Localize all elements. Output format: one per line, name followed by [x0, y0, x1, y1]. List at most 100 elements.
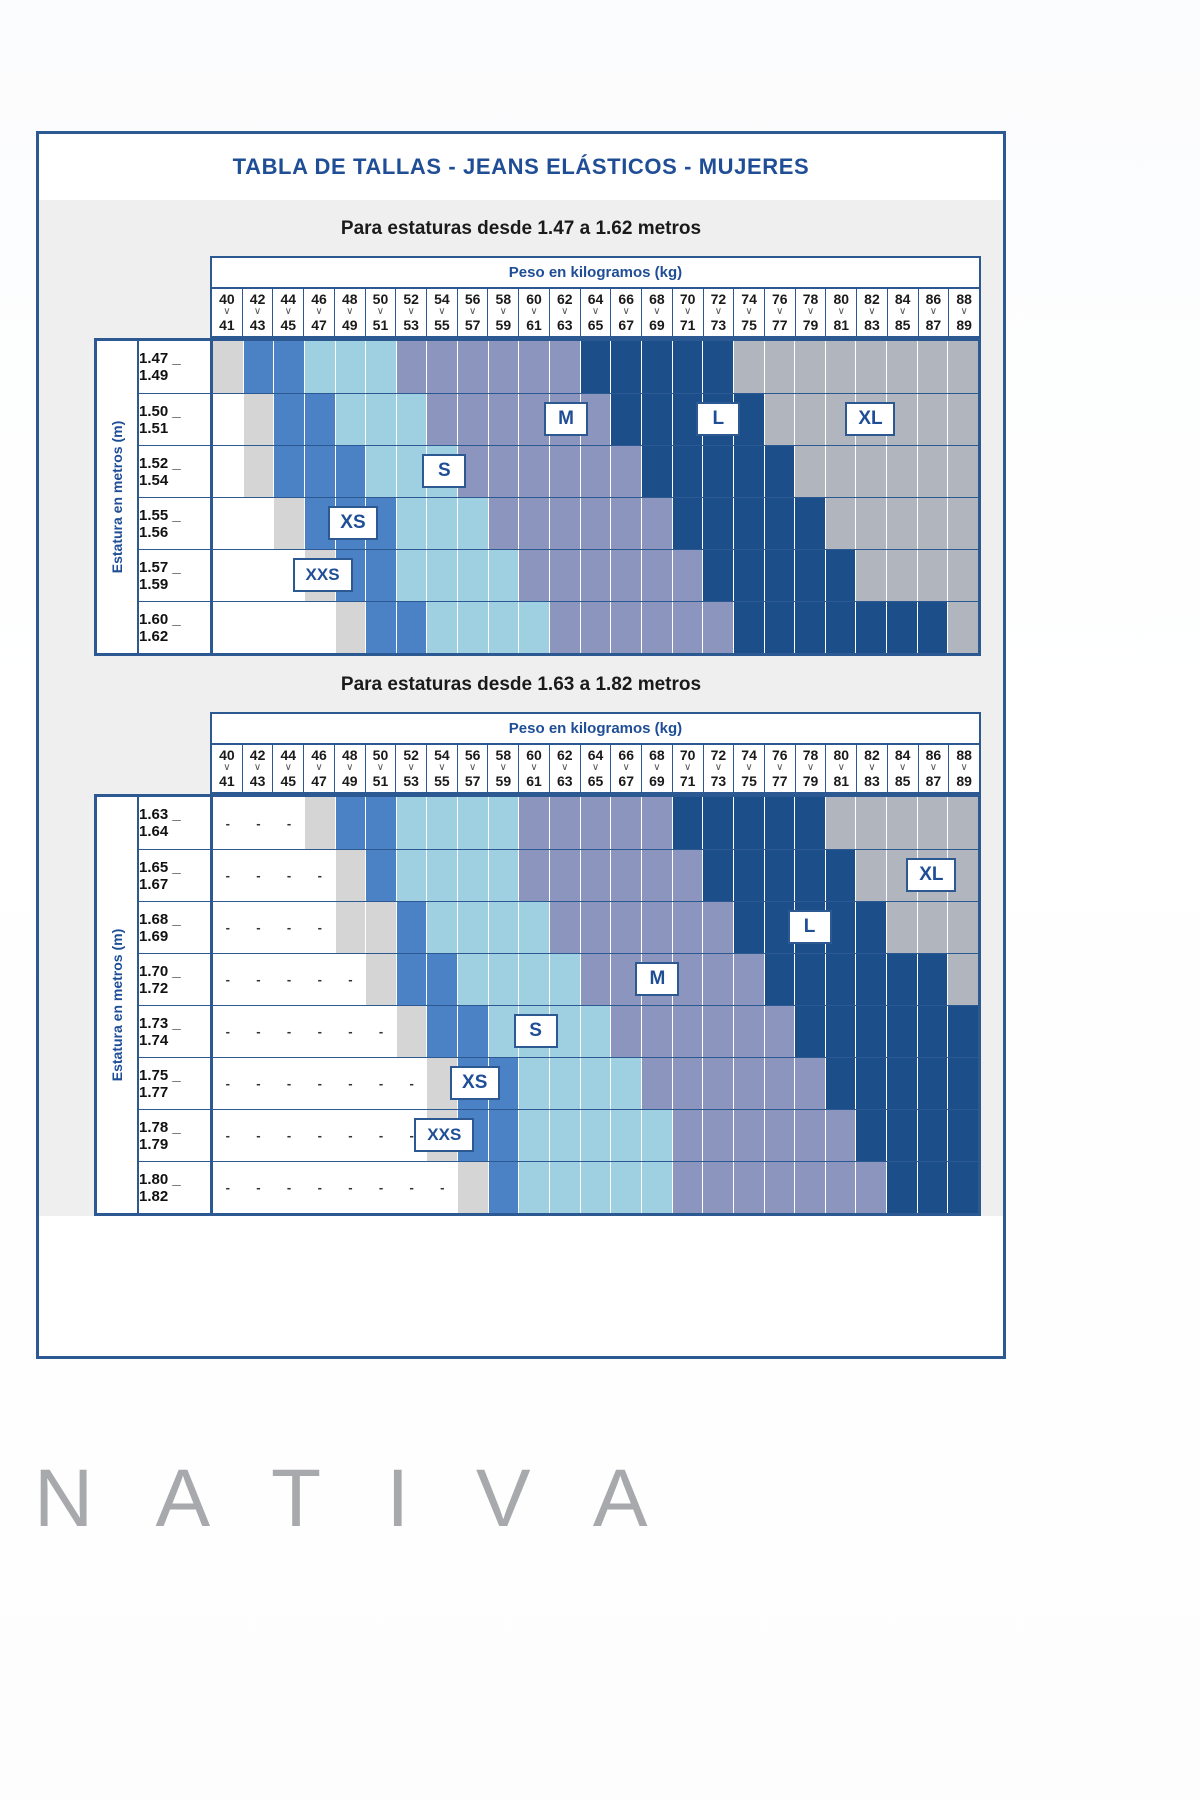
size-cell — [611, 850, 642, 901]
size-badge-xl: XL — [845, 402, 896, 436]
cell-not-applicable: - — [243, 797, 275, 849]
size-cell — [825, 1162, 857, 1213]
cell-not-applicable: - — [213, 1162, 244, 1213]
weight-to: 79 — [802, 773, 819, 789]
row-cells — [213, 446, 979, 497]
size-cell — [396, 498, 428, 549]
weight-from: 60 — [526, 291, 542, 307]
size-cell — [213, 341, 244, 393]
cell-not-applicable: - — [274, 1058, 305, 1109]
size-cell — [917, 1058, 949, 1109]
size-cell — [856, 954, 888, 1005]
size-badge-s: S — [513, 1014, 558, 1048]
size-cell — [856, 1058, 888, 1109]
weight-from: 66 — [618, 747, 634, 763]
weight-from: 60 — [526, 747, 542, 763]
weight-to: 53 — [403, 773, 419, 789]
size-cell — [795, 341, 826, 393]
size-cell — [703, 1110, 734, 1161]
size-cell — [672, 1006, 704, 1057]
weight-column-header: 74 ∨ 75 — [734, 745, 765, 792]
cell-not-applicable: - — [304, 1058, 336, 1109]
weight-column-header: 82 ∨ 83 — [857, 289, 888, 336]
height-range-label: 1.60 _ 1.62 — [139, 602, 213, 653]
weight-column-header: 70 ∨ 71 — [673, 745, 704, 792]
size-cell — [764, 394, 796, 445]
cell-not-applicable: - — [274, 797, 305, 849]
size-cell — [948, 954, 979, 1005]
weight-from: 68 — [649, 747, 665, 763]
range-separator-icon: ∨ — [438, 762, 446, 773]
size-cell — [795, 1058, 826, 1109]
size-cell — [672, 550, 704, 601]
range-separator-icon: ∨ — [653, 306, 661, 317]
section-1-grid-wrap: Estatura en metros (m) 1.47 _ 1.49 1.50 _… — [39, 338, 1003, 656]
cell-not-applicable: - — [335, 954, 367, 1005]
weight-from: 86 — [925, 291, 942, 307]
weight-to: 71 — [679, 773, 696, 789]
row-cells — [213, 498, 979, 549]
size-badge-l: L — [696, 402, 741, 436]
size-cell — [917, 954, 949, 1005]
range-separator-icon: ∨ — [499, 306, 507, 317]
size-cell — [458, 341, 489, 393]
range-separator-icon: ∨ — [253, 306, 262, 317]
height-range-label: 1.50 _ 1.51 — [139, 394, 213, 445]
range-separator-icon: ∨ — [407, 762, 415, 773]
size-cell — [764, 498, 796, 549]
table-row: 1.65 _ 1.67- - - - — [139, 849, 979, 901]
size-cell — [611, 902, 642, 953]
size-cell — [304, 394, 336, 445]
size-cell — [519, 498, 551, 549]
weight-from: 48 — [341, 291, 358, 307]
size-cell — [856, 602, 888, 653]
size-cell — [580, 1110, 612, 1161]
size-cell — [335, 902, 367, 953]
size-cell — [917, 446, 949, 497]
size-cell — [580, 797, 612, 849]
size-cell — [550, 954, 581, 1005]
size-cell — [550, 1058, 581, 1109]
weight-from: 52 — [403, 747, 419, 763]
size-cell — [366, 394, 397, 445]
size-cell — [519, 850, 551, 901]
row-cells: ------- — [213, 1058, 979, 1109]
weight-to: 65 — [587, 317, 604, 333]
size-cell — [243, 394, 275, 445]
table-row: 1.60 _ 1.62 — [139, 601, 979, 653]
table-row: 1.80 _ 1.82- - - - - - - - — [139, 1161, 979, 1213]
weight-from: 70 — [679, 291, 696, 307]
height-range-label: 1.73 _ 1.74 — [139, 1006, 213, 1057]
size-cell — [274, 498, 305, 549]
size-cell — [366, 850, 397, 901]
cell-not-applicable: - — [335, 1006, 367, 1057]
size-cell — [703, 797, 734, 849]
range-separator-icon: ∨ — [315, 306, 323, 317]
weight-to: 89 — [956, 317, 972, 333]
range-separator-icon: ∨ — [776, 306, 784, 317]
weight-from: 66 — [618, 291, 634, 307]
size-cell — [580, 341, 612, 393]
size-cell — [887, 797, 918, 849]
weight-from: 56 — [464, 747, 481, 763]
weight-from: 78 — [802, 747, 819, 763]
size-cell — [672, 797, 704, 849]
size-cell — [550, 498, 581, 549]
size-cell — [641, 1058, 673, 1109]
weight-to: 49 — [341, 317, 358, 333]
size-cell — [795, 797, 826, 849]
weight-to: 77 — [772, 317, 788, 333]
weight-from: 70 — [679, 747, 696, 763]
size-cell — [580, 550, 612, 601]
size-cell — [764, 954, 796, 1005]
size-cell — [611, 550, 642, 601]
size-cell — [488, 850, 520, 901]
cell-not-applicable: - — [304, 1162, 336, 1213]
range-separator-icon: ∨ — [899, 762, 907, 773]
size-cell — [396, 341, 428, 393]
weight-from: 44 — [280, 747, 297, 763]
weight-column-header: 52 ∨ 53 — [396, 289, 428, 336]
weight-column-header: 68 ∨ 69 — [642, 745, 673, 792]
cell-not-applicable: - — [243, 902, 275, 953]
